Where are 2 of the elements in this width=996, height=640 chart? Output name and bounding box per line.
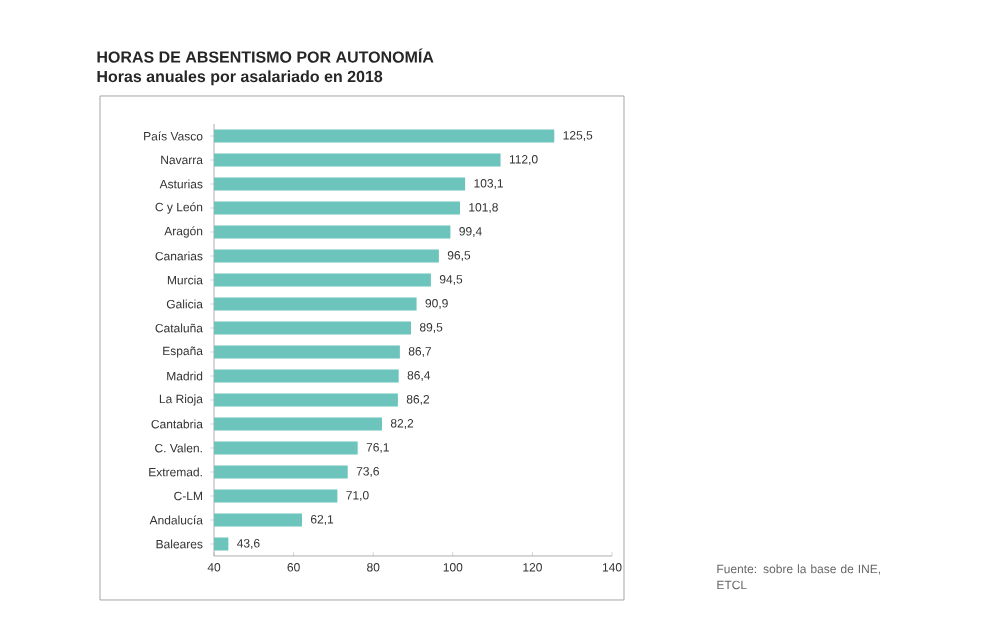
chart-subtitle: Horas anuales por asalariado en 2018 [97,70,383,86]
chart-title: HORAS DE ABSENTISMO POR AUTONOMÍA [97,48,434,63]
